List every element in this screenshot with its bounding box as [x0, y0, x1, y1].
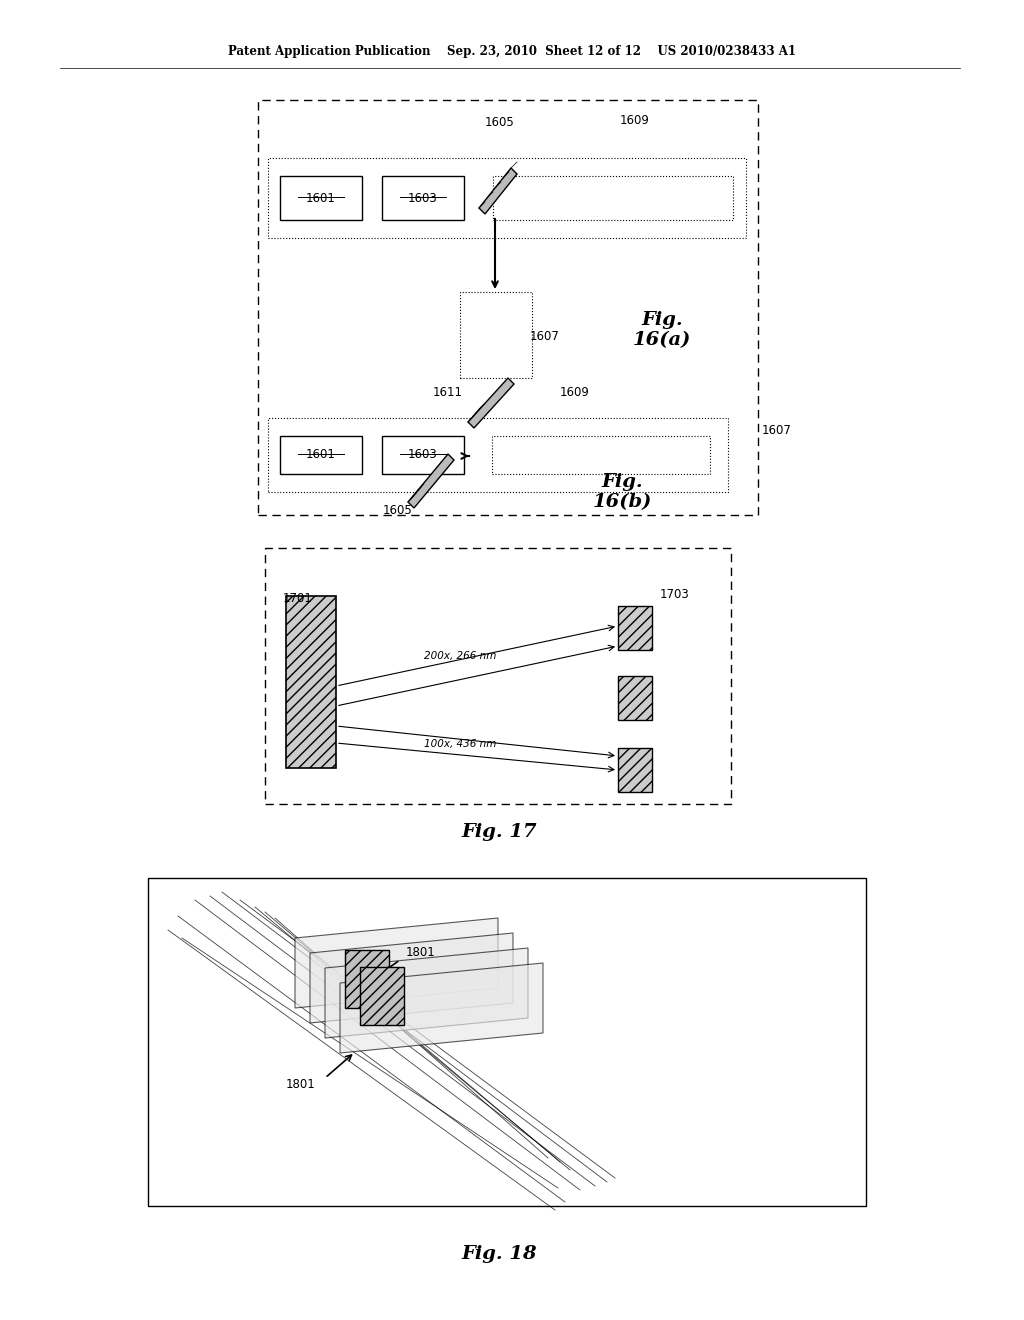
Polygon shape	[325, 948, 528, 1038]
Text: 1801: 1801	[406, 945, 436, 958]
FancyBboxPatch shape	[493, 176, 733, 220]
Text: 1609: 1609	[621, 114, 650, 127]
Text: 1603: 1603	[409, 191, 438, 205]
Text: 100x, 436 nm: 100x, 436 nm	[424, 739, 497, 748]
FancyBboxPatch shape	[460, 292, 532, 378]
FancyBboxPatch shape	[618, 748, 652, 792]
Text: 1801: 1801	[286, 1077, 315, 1090]
Text: Fig.
16(b): Fig. 16(b)	[592, 473, 651, 511]
Polygon shape	[340, 964, 543, 1053]
Polygon shape	[468, 378, 514, 428]
FancyBboxPatch shape	[148, 878, 866, 1206]
Text: Fig.
16(a): Fig. 16(a)	[633, 310, 691, 350]
Text: 200x, 266 nm: 200x, 266 nm	[424, 651, 497, 661]
FancyBboxPatch shape	[268, 418, 728, 492]
Text: 1703: 1703	[660, 587, 690, 601]
Polygon shape	[479, 168, 517, 214]
Text: Fig. 18: Fig. 18	[461, 1245, 537, 1263]
FancyBboxPatch shape	[618, 676, 652, 719]
Text: 1607: 1607	[762, 424, 792, 437]
Text: 1601: 1601	[306, 449, 336, 462]
FancyBboxPatch shape	[268, 158, 746, 238]
Text: 1607: 1607	[530, 330, 560, 343]
Polygon shape	[295, 917, 498, 1008]
FancyBboxPatch shape	[618, 606, 652, 649]
FancyBboxPatch shape	[382, 176, 464, 220]
Text: 1701: 1701	[283, 591, 313, 605]
Text: 1611: 1611	[433, 385, 463, 399]
Polygon shape	[310, 933, 513, 1023]
Text: 1605: 1605	[485, 116, 515, 128]
Text: 1601: 1601	[306, 191, 336, 205]
FancyBboxPatch shape	[382, 436, 464, 474]
FancyBboxPatch shape	[360, 968, 404, 1026]
FancyBboxPatch shape	[258, 100, 758, 515]
Text: 1609: 1609	[560, 385, 590, 399]
FancyBboxPatch shape	[280, 436, 362, 474]
Text: 1603: 1603	[409, 449, 438, 462]
FancyBboxPatch shape	[265, 548, 731, 804]
FancyBboxPatch shape	[492, 436, 710, 474]
FancyBboxPatch shape	[286, 597, 336, 768]
Polygon shape	[408, 454, 454, 508]
Text: Patent Application Publication    Sep. 23, 2010  Sheet 12 of 12    US 2010/02384: Patent Application Publication Sep. 23, …	[228, 45, 796, 58]
FancyBboxPatch shape	[280, 176, 362, 220]
FancyBboxPatch shape	[345, 950, 389, 1008]
Text: 1605: 1605	[383, 503, 413, 516]
Text: Fig. 17: Fig. 17	[461, 822, 537, 841]
